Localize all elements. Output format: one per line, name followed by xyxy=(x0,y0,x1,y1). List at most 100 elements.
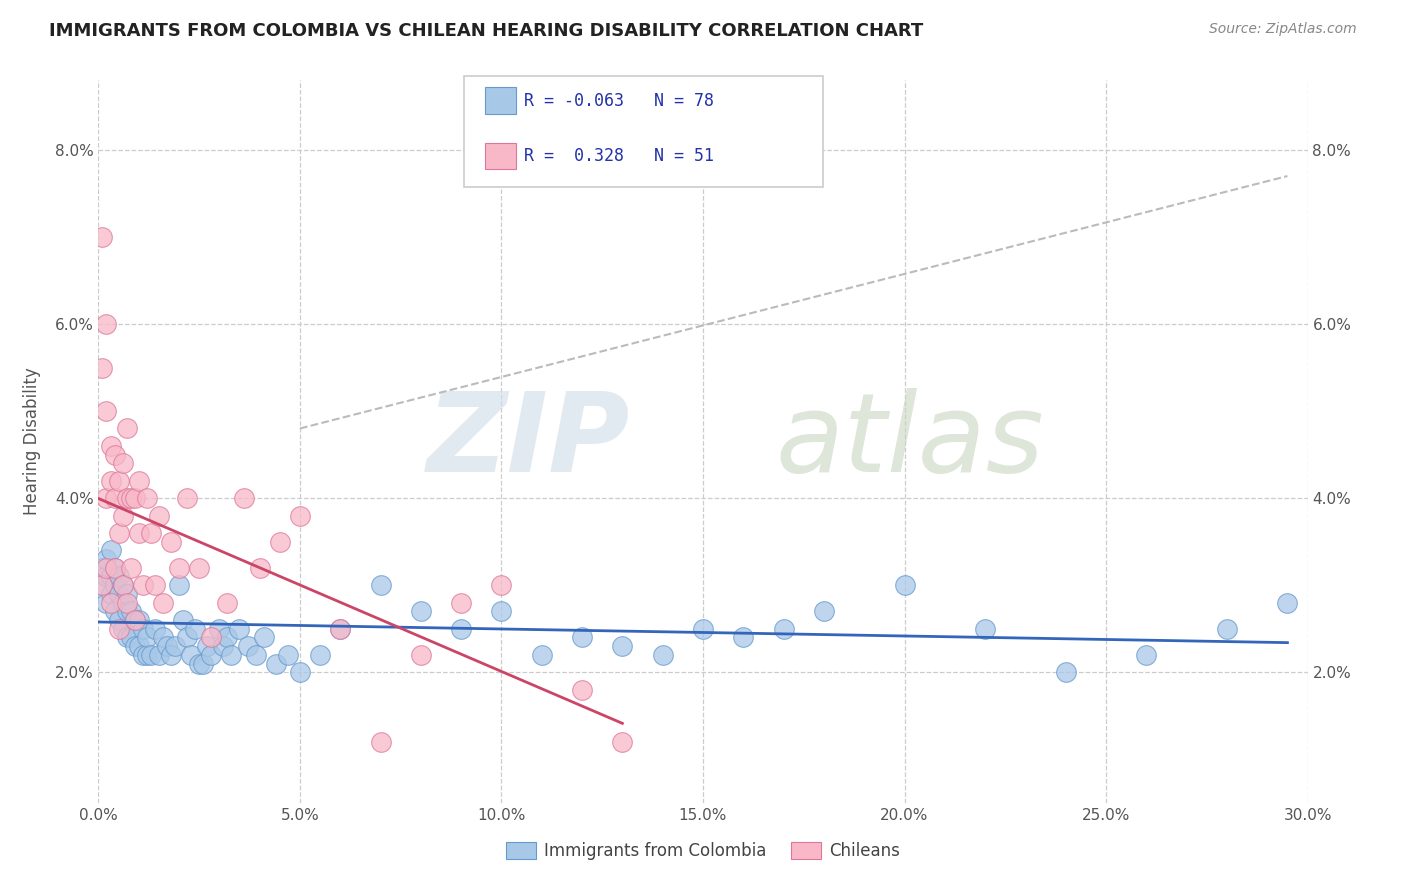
Point xyxy=(200,631,222,645)
Point xyxy=(893,578,915,592)
Point xyxy=(450,622,472,636)
Point xyxy=(91,561,114,575)
Point xyxy=(100,439,122,453)
Point xyxy=(107,474,129,488)
Point xyxy=(107,587,129,601)
Point xyxy=(103,604,125,618)
Point xyxy=(163,639,186,653)
Point xyxy=(1277,596,1299,610)
Point xyxy=(249,561,271,575)
Text: R =  0.328   N = 51: R = 0.328 N = 51 xyxy=(524,147,714,165)
Point xyxy=(176,631,198,645)
Point xyxy=(100,543,122,558)
Point xyxy=(370,735,392,749)
Point xyxy=(132,578,155,592)
Point xyxy=(100,474,122,488)
Point xyxy=(184,622,207,636)
Point xyxy=(212,639,235,653)
Y-axis label: Hearing Disability: Hearing Disability xyxy=(22,368,41,516)
Point xyxy=(571,631,593,645)
Point xyxy=(96,404,118,418)
Point xyxy=(128,613,150,627)
Point xyxy=(100,596,122,610)
Point xyxy=(111,578,134,592)
Point xyxy=(100,569,122,583)
Point xyxy=(143,578,166,592)
Point xyxy=(269,534,291,549)
Point xyxy=(107,525,129,540)
Point xyxy=(329,622,352,636)
Point xyxy=(409,648,432,662)
Point xyxy=(91,578,114,592)
Point xyxy=(733,631,755,645)
Point xyxy=(103,561,125,575)
Point xyxy=(115,587,138,601)
Point xyxy=(217,596,239,610)
Point xyxy=(115,631,138,645)
Point xyxy=(409,604,432,618)
Point xyxy=(115,421,138,435)
Point xyxy=(115,596,138,610)
Point xyxy=(180,648,202,662)
Point xyxy=(91,230,114,244)
Point xyxy=(107,622,129,636)
Point xyxy=(167,561,190,575)
Point xyxy=(103,448,125,462)
Point xyxy=(111,622,134,636)
Point xyxy=(96,552,118,566)
Point xyxy=(188,561,211,575)
Text: R = -0.063   N = 78: R = -0.063 N = 78 xyxy=(524,92,714,110)
Point xyxy=(120,491,142,505)
Point xyxy=(96,561,118,575)
Point xyxy=(128,639,150,653)
Point xyxy=(491,578,513,592)
Point xyxy=(1135,648,1157,662)
Point xyxy=(160,648,183,662)
Point xyxy=(96,491,118,505)
Point xyxy=(160,534,183,549)
Point xyxy=(236,639,259,653)
Point xyxy=(103,491,125,505)
Point xyxy=(172,613,194,627)
Point xyxy=(288,508,311,523)
Point xyxy=(208,622,231,636)
Point xyxy=(491,604,513,618)
Point xyxy=(772,622,794,636)
Point xyxy=(111,578,134,592)
Point xyxy=(91,578,114,592)
Point xyxy=(135,491,157,505)
Point xyxy=(124,613,146,627)
Point xyxy=(139,648,162,662)
Point xyxy=(91,360,114,375)
Point xyxy=(143,622,166,636)
Point xyxy=(232,491,254,505)
Point xyxy=(156,639,179,653)
Point xyxy=(100,587,122,601)
Point xyxy=(288,665,311,680)
Point xyxy=(692,622,714,636)
Legend: Immigrants from Colombia, Chileans: Immigrants from Colombia, Chileans xyxy=(499,835,907,867)
Point xyxy=(200,648,222,662)
Point xyxy=(135,648,157,662)
Point xyxy=(132,622,155,636)
Point xyxy=(1216,622,1239,636)
Text: atlas: atlas xyxy=(776,388,1045,495)
Point xyxy=(107,613,129,627)
Point xyxy=(571,682,593,697)
Point xyxy=(221,648,243,662)
Point xyxy=(96,596,118,610)
Point xyxy=(176,491,198,505)
Point xyxy=(193,657,215,671)
Point xyxy=(128,474,150,488)
Point xyxy=(96,569,118,583)
Point xyxy=(103,578,125,592)
Point xyxy=(228,622,250,636)
Point xyxy=(370,578,392,592)
Point xyxy=(111,508,134,523)
Point xyxy=(120,631,142,645)
Point xyxy=(120,561,142,575)
Point xyxy=(124,639,146,653)
Point xyxy=(152,631,174,645)
Point xyxy=(253,631,276,645)
Point xyxy=(111,456,134,470)
